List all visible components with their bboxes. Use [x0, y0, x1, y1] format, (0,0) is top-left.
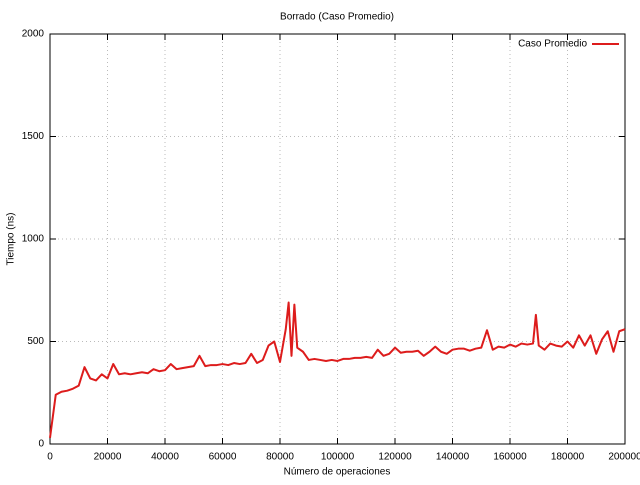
x-tick-label: 120000 — [378, 452, 412, 463]
chart-title: Borrado (Caso Promedio) — [280, 12, 394, 23]
x-tick-label: 20000 — [94, 452, 122, 463]
y-tick-label: 0 — [38, 439, 44, 450]
x-tick-label: 40000 — [151, 452, 179, 463]
x-axis-label: Número de operaciones — [284, 467, 391, 478]
plot-border — [49, 33, 626, 445]
x-tick-label: 160000 — [493, 452, 527, 463]
y-tick-label: 1000 — [22, 234, 45, 245]
x-tick-label: 100000 — [321, 452, 355, 463]
x-tick-label: 200000 — [608, 452, 640, 463]
x-tick-label: 60000 — [209, 452, 237, 463]
x-tick-label: 180000 — [551, 452, 585, 463]
y-tick-label: 500 — [27, 336, 44, 347]
data-line — [49, 301, 626, 438]
y-tick-label: 1500 — [22, 131, 45, 142]
x-tick-label: 0 — [47, 452, 53, 463]
legend-label: Caso Promedio — [518, 39, 587, 50]
y-axis-label: Tiempo (ns) — [6, 213, 17, 266]
x-tick-label: 80000 — [266, 452, 294, 463]
y-tick-label: 2000 — [22, 29, 45, 40]
x-tick-label: 140000 — [436, 452, 470, 463]
